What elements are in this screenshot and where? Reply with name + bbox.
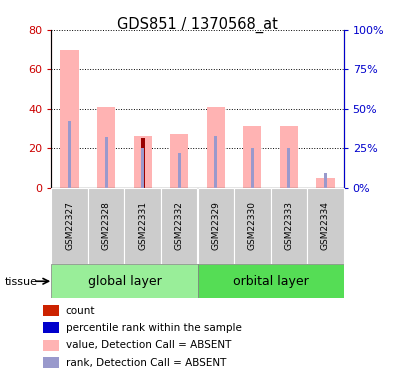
Bar [288,148,290,188]
Text: GSM22330: GSM22330 [248,201,257,250]
Bar [60,50,79,188]
Bar [134,136,152,188]
Bar [124,188,161,264]
Text: value, Detection Call = ABSENT: value, Detection Call = ABSENT [66,340,231,350]
Text: GSM22328: GSM22328 [102,201,111,250]
Bar [141,148,144,188]
Text: GSM22329: GSM22329 [211,201,220,250]
Text: GSM22327: GSM22327 [65,201,74,250]
Bar [43,340,58,351]
Bar [178,153,181,188]
Bar [207,107,225,188]
Text: GSM22334: GSM22334 [321,201,330,250]
Bar [88,188,124,264]
Text: global layer: global layer [88,275,161,288]
Bar [68,122,71,188]
Bar [198,264,344,298]
Bar [97,107,115,188]
Text: orbital layer: orbital layer [233,275,308,288]
Bar [307,188,344,264]
Bar [141,138,145,188]
Bar [251,148,254,188]
Text: GSM22333: GSM22333 [284,201,293,250]
Bar [51,188,88,264]
Text: percentile rank within the sample: percentile rank within the sample [66,323,241,333]
Bar [324,173,327,188]
Bar [43,322,58,333]
Text: rank, Detection Call = ABSENT: rank, Detection Call = ABSENT [66,358,226,368]
Bar [51,264,198,298]
Bar [243,126,261,188]
Bar [198,188,234,264]
Bar [271,188,307,264]
Bar [214,135,217,188]
Bar [234,188,271,264]
Bar [43,357,58,368]
Text: tissue: tissue [5,277,38,287]
Bar [280,126,298,188]
Text: GSM22331: GSM22331 [138,201,147,250]
Bar [105,137,107,188]
Text: GSM22332: GSM22332 [175,201,184,250]
Bar [161,188,198,264]
Text: GDS851 / 1370568_at: GDS851 / 1370568_at [117,17,278,33]
Bar [43,305,58,316]
Bar [170,134,188,188]
Bar [316,178,335,188]
Text: count: count [66,306,95,315]
